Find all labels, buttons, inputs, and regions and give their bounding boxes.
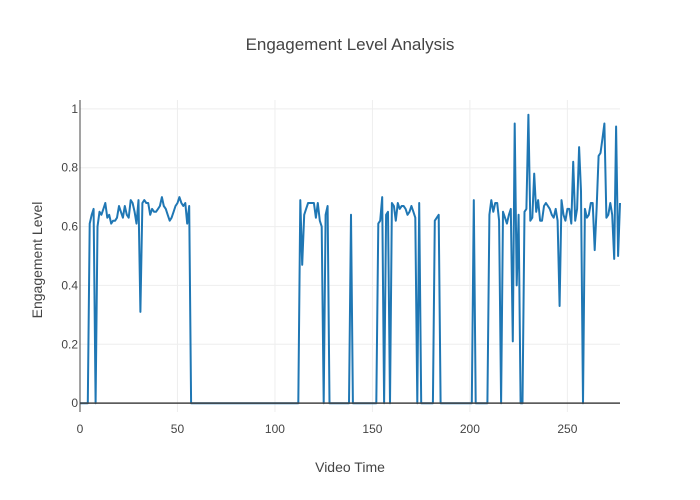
axes [79, 100, 620, 412]
y-tick-label: 0.8 [61, 161, 78, 175]
x-tick-label: 150 [362, 422, 382, 436]
y-tick-label: 1 [71, 102, 78, 116]
x-tick-label: 250 [557, 422, 577, 436]
y-axis-label: Engagement Level [29, 202, 45, 319]
y-tick-label: 0.2 [61, 337, 78, 351]
series-line [80, 113, 621, 405]
y-tick-label: 0.4 [61, 278, 78, 292]
x-axis-ticks: 0 50 100 150 200 250 [77, 422, 578, 436]
x-axis-label: Video Time [315, 459, 385, 475]
y-tick-label: 0 [71, 396, 78, 410]
x-tick-label: 100 [265, 422, 285, 436]
x-tick-label: 0 [77, 422, 84, 436]
y-axis-ticks: 0 0.2 0.4 0.6 0.8 1 [61, 102, 78, 410]
x-tick-label: 50 [171, 422, 185, 436]
chart-title: Engagement Level Analysis [246, 35, 455, 54]
x-tick-label: 200 [460, 422, 480, 436]
y-tick-label: 0.6 [61, 220, 78, 234]
